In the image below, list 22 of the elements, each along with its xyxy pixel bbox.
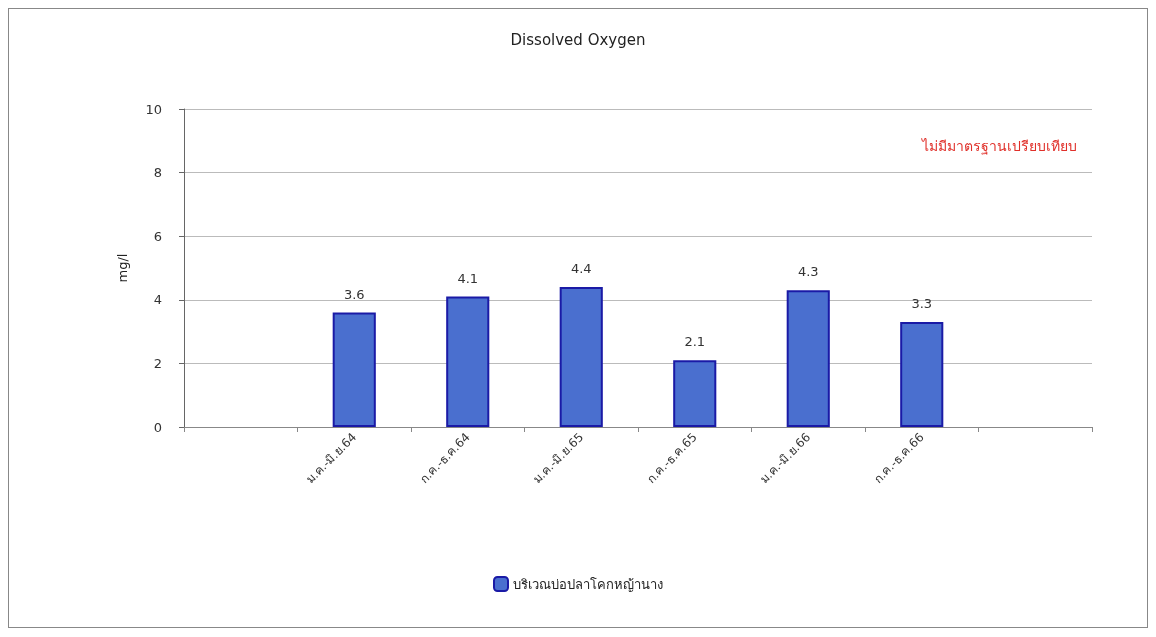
bar [446,296,490,427]
bar [900,322,944,427]
legend-label: บริเวณบ่อปลาโคกหญ้านาง [513,576,663,592]
annotation: ไม่มีมาตรฐานเปรียบเทียบ [921,138,1077,155]
data-label: 4.1 [457,270,479,286]
y-tick-label: 0 [153,419,162,435]
y-tick-label: 10 [145,101,162,117]
bar [786,290,830,427]
bar [673,360,717,427]
y-tick-label: 4 [153,292,162,308]
chart-title: Dissolved Oxygen [510,30,646,49]
y-axis-title: mg/l [115,253,130,283]
bar [559,287,603,427]
y-tick-label: 2 [153,355,162,371]
y-tick-label: 6 [153,228,162,244]
data-label: 4.4 [570,261,592,277]
data-label: 4.3 [797,264,819,280]
data-label: 3.3 [911,296,933,312]
data-label: 3.6 [343,286,365,302]
bar [332,312,376,427]
data-label: 2.1 [684,334,706,350]
y-tick-label: 8 [153,165,162,181]
